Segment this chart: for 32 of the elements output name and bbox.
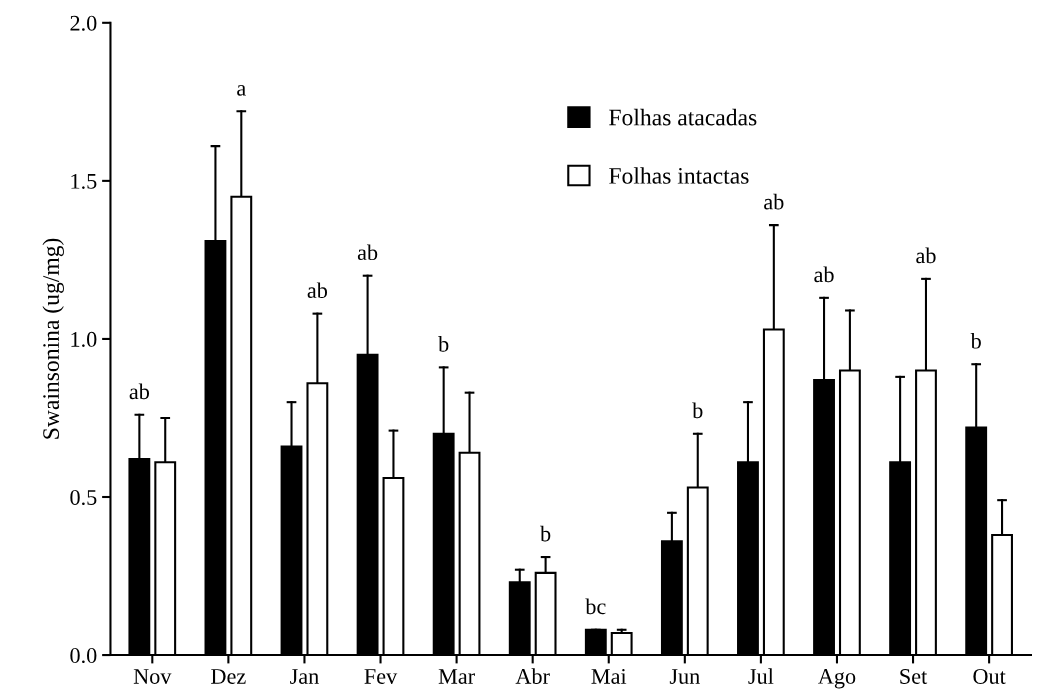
x-tick-label: Nov (133, 669, 172, 684)
x-tick-label: Mar (438, 669, 475, 684)
y-tick-label: 1.0 (71, 331, 97, 347)
annotation: ab (814, 266, 834, 283)
y-tick-label: 2.0 (70, 15, 97, 31)
annotation: ab (307, 282, 328, 299)
y-tick-label: 0.5 (70, 489, 97, 506)
x-tick-label: Set (900, 668, 928, 684)
x-tick-label: Out (973, 668, 1006, 684)
annotation: bc (585, 598, 606, 615)
x-tick-label: Fev (364, 669, 398, 684)
x-tick-label: Abr (515, 668, 550, 684)
annotation: b (692, 402, 703, 419)
x-tick-label: Jan (290, 669, 319, 684)
x-tick-label: Jul (748, 668, 774, 684)
y-tick-label: 1.5 (71, 173, 97, 189)
x-tick-label: Dez (211, 669, 246, 684)
annotation: ab (764, 193, 784, 210)
annotation: ab (357, 244, 378, 261)
annotation: b (970, 332, 981, 349)
y-axis-title: Swainsonina (ug/mg) (42, 238, 64, 439)
x-tick-label: Ago (818, 668, 856, 689)
annotation: b (540, 525, 551, 542)
legend-label: Folhas atacadas (609, 108, 757, 126)
y-tick-label: 0.0 (70, 648, 97, 664)
x-tick-label: Jun (669, 669, 700, 684)
x-tick-label: Mai (591, 668, 627, 684)
annotation: a (237, 85, 246, 96)
annotation: b (438, 336, 449, 352)
annotation: ab (916, 247, 936, 264)
annotation: ab (129, 383, 150, 400)
legend-label: Folhas intactas (609, 167, 749, 184)
